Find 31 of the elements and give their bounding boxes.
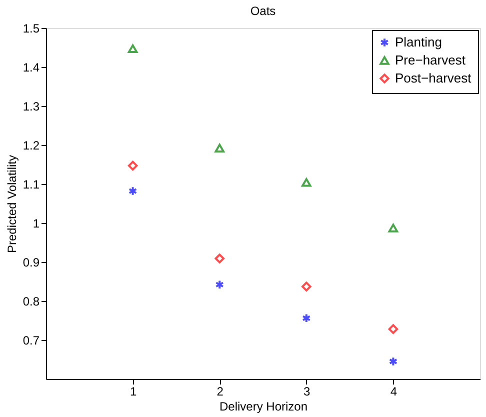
- legend-label: Post−harvest: [395, 70, 472, 86]
- y-tick-label: 0.7: [22, 334, 40, 348]
- y-tick-label: 1.2: [22, 138, 40, 152]
- legend-label: Planting: [395, 34, 442, 50]
- point: [128, 44, 138, 54]
- x-tick-label: 1: [130, 384, 137, 398]
- point: [302, 313, 311, 324]
- y-tick-label: 1.3: [22, 100, 40, 114]
- point: [214, 144, 224, 152]
- point: [128, 160, 138, 171]
- y-tick-label: 1.5: [22, 22, 40, 36]
- x-tick-label: 3: [304, 384, 311, 398]
- x-axis-title: Delivery Horizon: [219, 400, 308, 414]
- point: [302, 282, 312, 292]
- point: [388, 324, 398, 334]
- y-tick-label: 0.8: [22, 294, 40, 308]
- x-tick-label: 2: [216, 384, 224, 398]
- point: [388, 224, 398, 232]
- point: [215, 280, 224, 290]
- y-tick-label: 0.9: [22, 256, 40, 270]
- point: [302, 178, 312, 187]
- point: [128, 186, 138, 196]
- y-axis-title: Predicted Volatility: [4, 154, 19, 254]
- chart-title: Oats: [250, 4, 276, 18]
- legend-label: Pre−harvest: [395, 52, 466, 68]
- y-tick-label: 1.1: [22, 178, 40, 192]
- y-tick-label: 1.4: [22, 60, 40, 74]
- point: [388, 356, 398, 366]
- y-tick-label: 1: [32, 216, 40, 230]
- x-tick-label: 4: [390, 384, 398, 398]
- point: [214, 254, 224, 264]
